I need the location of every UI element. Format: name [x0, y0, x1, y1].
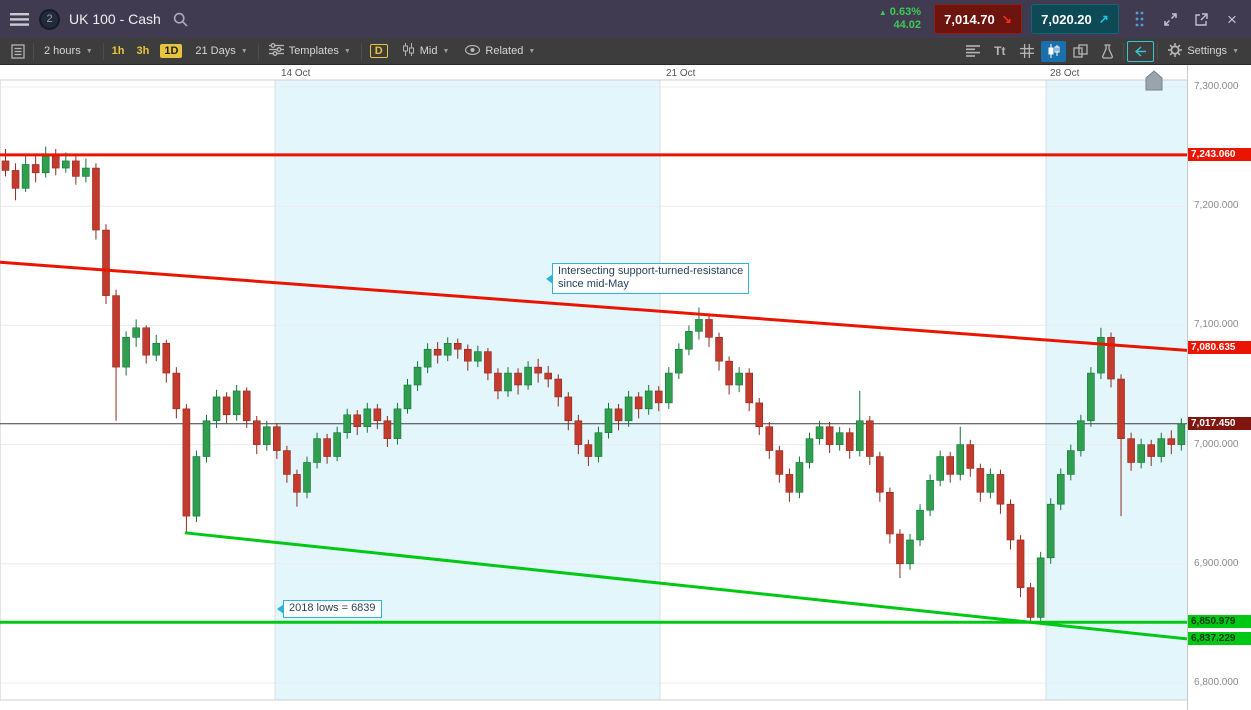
chart-area: 14 Oct 21 Oct 28 Oct 7,300.000 7,200.000 7,1…: [0, 65, 1251, 710]
header-bar: 2 UK 100 - Cash ▲ 0.63% 44.02 7,014.70 ↘…: [0, 0, 1251, 38]
week-shading: [275, 80, 660, 700]
price-axis[interactable]: 7,300.000 7,200.000 7,100.000 7,000.000 6,90…: [1187, 65, 1251, 710]
separator: [1157, 42, 1159, 60]
axis-tick-label: 7,000.000: [1194, 438, 1239, 450]
instrument-title: UK 100 - Cash: [69, 11, 161, 27]
text-tool-icon[interactable]: Tt: [994, 44, 1006, 58]
scroll-to-latest-icon[interactable]: [1145, 70, 1163, 91]
drawing-arrow-icon[interactable]: [1127, 40, 1155, 62]
change-percent: 0.63%: [889, 6, 921, 18]
price-type-dropdown[interactable]: Mid ▼: [394, 38, 458, 64]
gear-icon: [1168, 42, 1183, 60]
close-icon[interactable]: ×: [1227, 9, 1237, 29]
change-absolute: 44.02: [893, 19, 921, 31]
related-label: Related: [485, 45, 524, 57]
search-icon[interactable]: [170, 8, 192, 30]
separator: [257, 42, 259, 60]
expand-icon[interactable]: [1159, 8, 1181, 30]
list-icon[interactable]: [960, 41, 985, 62]
separator: [102, 42, 104, 60]
menu-icon[interactable]: [8, 8, 30, 30]
change-up-icon: ▲: [878, 8, 887, 17]
templates-label: Templates: [288, 45, 339, 57]
axis-tick-label: 7,100.000: [1194, 319, 1239, 331]
date-label: 21 Oct: [666, 68, 696, 79]
date-label: 14 Oct: [281, 68, 311, 79]
week-shading: [1046, 80, 1187, 700]
date-label: 28 Oct: [1050, 68, 1080, 79]
separator: [33, 42, 34, 60]
price-tag: 7,017.450: [1188, 416, 1251, 430]
candlestick-type-icon[interactable]: [1041, 40, 1067, 62]
chevron-down-icon: ▼: [343, 47, 351, 55]
sell-button[interactable]: 7,014.70 ↘: [934, 4, 1022, 34]
templates-dropdown[interactable]: Templates ▼: [261, 38, 359, 64]
candlestick-chart[interactable]: 14 Oct 21 Oct 28 Oct: [0, 65, 1187, 710]
chart-toolbar: 2 hours ▼ 1h 3h 1D 21 Days ▼ Templates ▼…: [0, 38, 1251, 65]
instrument-badge[interactable]: 2: [39, 8, 60, 30]
price-tag: 6,837.229: [1188, 631, 1251, 645]
buy-arrow-icon: ↗: [1098, 12, 1109, 26]
separator: [360, 42, 362, 60]
drag-handle-icon[interactable]: [1128, 8, 1150, 30]
sell-arrow-icon: ↘: [1001, 12, 1012, 26]
indicators-flask-icon[interactable]: [1095, 41, 1120, 62]
chart-annotation[interactable]: 2018 lows = 6839: [277, 600, 382, 618]
settings-dropdown[interactable]: Settings ▼: [1160, 38, 1247, 64]
price-tag: 7,243.060: [1188, 147, 1251, 161]
watchlist-icon[interactable]: [5, 41, 30, 62]
interval-label: 2 hours: [44, 45, 81, 57]
axis-tick-label: 6,900.000: [1194, 557, 1239, 569]
timeframe-3h-button[interactable]: 3h: [136, 45, 150, 57]
chart-annotation[interactable]: Intersecting support-turned-resistance si…: [545, 263, 750, 294]
compare-icon[interactable]: [1068, 41, 1093, 62]
grid-icon[interactable]: [1014, 41, 1039, 62]
axis-tick-label: 6,800.000: [1194, 677, 1239, 688]
chevron-down-icon: ▼: [1232, 47, 1239, 55]
price-tag: 7,080.635: [1188, 341, 1251, 355]
related-dropdown[interactable]: Related ▼: [457, 38, 543, 64]
chevron-down-icon: ▼: [442, 47, 450, 55]
timeframe-1h-button[interactable]: 1h: [111, 45, 125, 57]
popout-icon[interactable]: [1190, 8, 1212, 30]
range-label: 21 Days: [195, 45, 236, 57]
chevron-down-icon: ▼: [85, 47, 93, 55]
sliders-icon: [268, 43, 284, 59]
mini-candle-icon: [402, 43, 415, 59]
price-type-label: Mid: [419, 45, 438, 57]
timeframe-1d-button[interactable]: 1D: [160, 44, 183, 58]
settings-label: Settings: [1187, 45, 1228, 57]
price-tag: 6,850.979: [1188, 615, 1251, 629]
instrument-badge-label: 2: [46, 13, 53, 25]
chevron-down-icon: ▼: [240, 47, 248, 55]
buy-price: 7,020.20: [1041, 11, 1092, 27]
axis-tick-label: 7,300.000: [1194, 81, 1239, 92]
interval-dropdown[interactable]: 2 hours ▼: [36, 38, 101, 64]
daily-badge[interactable]: D: [369, 44, 388, 58]
downtrend-support-line[interactable]: [184, 531, 1187, 641]
axis-tick-label: 7,200.000: [1194, 200, 1239, 212]
candles: [1, 146, 1186, 624]
price-change: ▲ 0.63% 44.02: [879, 6, 921, 32]
sell-price: 7,014.70: [944, 11, 995, 27]
downtrend-resistance-line[interactable]: [0, 260, 1187, 352]
buy-button[interactable]: 7,020.20 ↗: [1031, 4, 1119, 34]
separator: [1123, 42, 1125, 60]
range-dropdown[interactable]: 21 Days ▼: [187, 38, 255, 64]
eye-icon: [465, 44, 481, 58]
chevron-down-icon: ▼: [528, 47, 536, 55]
